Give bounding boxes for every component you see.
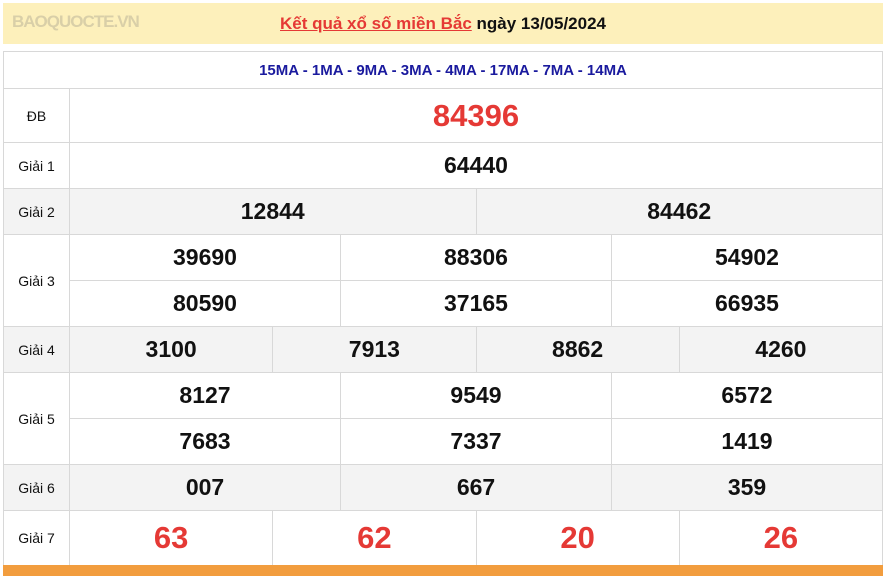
- prize-value: 7913: [272, 326, 477, 373]
- prize-value: 66935: [611, 280, 883, 327]
- results-link[interactable]: Kết quả xổ số miền Bắc: [280, 14, 472, 33]
- prize-value: 39690: [69, 234, 341, 281]
- special-prize: 84396: [69, 88, 883, 143]
- prize-value: 88306: [340, 234, 612, 281]
- prize-label: Giải 7: [3, 510, 70, 566]
- prize-value: 37165: [340, 280, 612, 327]
- prize-value: 667: [340, 464, 612, 511]
- footer-bar: [3, 565, 883, 576]
- draw-codes: 15MA - 1MA - 9MA - 3MA - 4MA - 17MA - 7M…: [3, 51, 883, 89]
- prize-label: Giải 3: [3, 234, 70, 327]
- prize-value: 8127: [69, 372, 341, 419]
- prize-value: 3100: [68, 326, 274, 373]
- results-date: ngày 13/05/2024: [476, 14, 606, 33]
- prize-value: 54902: [611, 234, 883, 281]
- results-table: 15MA - 1MA - 9MA - 3MA - 4MA - 17MA - 7M…: [3, 51, 884, 566]
- prize-label: Giải 4: [3, 326, 70, 373]
- prize-value: 12844: [69, 188, 477, 235]
- prize-value: 62: [272, 510, 477, 566]
- prize-value: 6572: [611, 372, 883, 419]
- prize-value: 64440: [69, 142, 883, 189]
- prize-value: 80590: [69, 280, 341, 327]
- prize-value: 7683: [69, 418, 341, 465]
- prize-value: 4260: [678, 326, 884, 373]
- prize-label: Giải 1: [3, 142, 70, 189]
- prize-value: 7337: [340, 418, 612, 465]
- prize-label: Giải 2: [3, 188, 70, 235]
- prize-value: 007: [69, 464, 341, 511]
- prize-label: Giải 5: [3, 372, 70, 465]
- prize-value: 84462: [475, 188, 883, 235]
- prize-value: 1419: [611, 418, 883, 465]
- prize-value: 20: [475, 510, 680, 566]
- prize-value: 9549: [340, 372, 612, 419]
- prize-value: 359: [611, 464, 883, 511]
- prize-label: ĐB: [3, 88, 70, 143]
- prize-value: 26: [678, 510, 884, 566]
- results-title: Kết quả xổ số miền Bắc ngày 13/05/2024: [3, 3, 883, 44]
- prize-label: Giải 6: [3, 464, 70, 511]
- prize-value: 63: [68, 510, 274, 566]
- prize-value: 8862: [475, 326, 680, 373]
